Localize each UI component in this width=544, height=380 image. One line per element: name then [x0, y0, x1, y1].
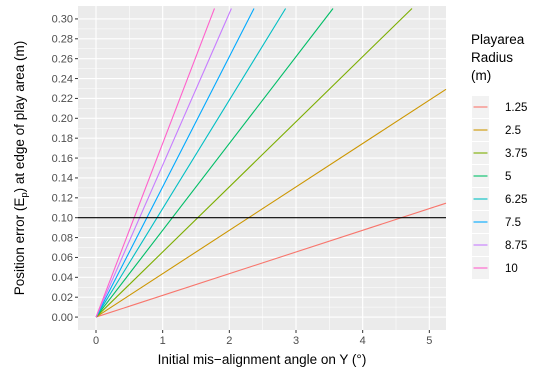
y-tick-label: 0.06: [52, 252, 73, 264]
x-tick-label: 0: [93, 335, 99, 347]
legend-label-8.75: 8.75: [505, 240, 527, 252]
legend-title-line-3: (m): [471, 68, 491, 83]
series-line-7.5: [95, 8, 255, 318]
y-axis-title-rest: ) at edge of play area (m): [12, 41, 27, 193]
y-tick-label: 0.10: [52, 212, 73, 224]
legend-label-10: 10: [505, 263, 518, 275]
y-tick-label: 0.16: [52, 153, 73, 165]
x-tick-label: 5: [426, 335, 432, 347]
legend-label-7.5: 7.5: [505, 217, 521, 229]
x-tick-label: 2: [226, 335, 232, 347]
y-tick-label: 0.08: [52, 232, 73, 244]
x-axis-ticks: 0 1 2 3 4 5: [93, 330, 432, 347]
y-tick-label: 0.28: [52, 34, 73, 46]
legend-label-2.5: 2.5: [505, 125, 521, 137]
legend-label-5: 5: [505, 171, 511, 183]
series-line-2.5: [95, 88, 447, 318]
y-tick-label: 0.26: [52, 53, 73, 65]
y-tick-label: 0.30: [52, 14, 73, 26]
y-tick-label: 0.00: [52, 312, 73, 324]
series-line-1.25: [95, 202, 447, 318]
y-axis-title-main: Position error (E: [12, 198, 27, 296]
legend-title-line-2: Radius: [471, 50, 513, 65]
legend-title-line-1: Playarea: [471, 32, 525, 47]
y-axis-title: Position error (Ep) at edge of play area…: [12, 41, 30, 295]
y-tick-label: 0.12: [52, 193, 73, 205]
y-axis-title-subscript: p: [19, 192, 30, 197]
legend: Playarea Radius (m) 1.25 2.5 3.75 5 6.25 7.5 8…: [471, 32, 527, 279]
series-line-6.25: [95, 8, 287, 318]
y-tick-label: 0.18: [52, 133, 73, 145]
legend-label-3.75: 3.75: [505, 148, 527, 160]
series-line-5: [95, 8, 334, 318]
y-tick-label: 0.14: [52, 173, 73, 185]
legend-items: 1.25 2.5 3.75 5 6.25 7.5 8.75 10: [472, 96, 527, 279]
y-tick-label: 0.20: [52, 113, 73, 125]
y-tick-label: 0.24: [52, 73, 73, 85]
x-tick-label: 1: [160, 335, 166, 347]
series-line-3.75: [95, 8, 413, 318]
x-axis-title: Initial mis−alignment angle on Y (°): [158, 352, 367, 367]
series-line-10: [95, 8, 215, 318]
series-lines: [95, 8, 447, 318]
grid-major: [78, 6, 446, 330]
x-tick-label: 3: [293, 335, 299, 347]
legend-label-1.25: 1.25: [505, 102, 527, 114]
y-tick-label: 0.22: [52, 93, 73, 105]
x-tick-label: 4: [360, 335, 366, 347]
series-line-8.75: [95, 8, 232, 318]
legend-label-6.25: 6.25: [505, 194, 527, 206]
y-axis-ticks: 0.00 0.02 0.04 0.06 0.08 0.10 0.12 0.14 0.16 0.18…: [52, 14, 78, 324]
y-tick-label: 0.02: [52, 292, 73, 304]
y-tick-label: 0.04: [52, 272, 73, 284]
